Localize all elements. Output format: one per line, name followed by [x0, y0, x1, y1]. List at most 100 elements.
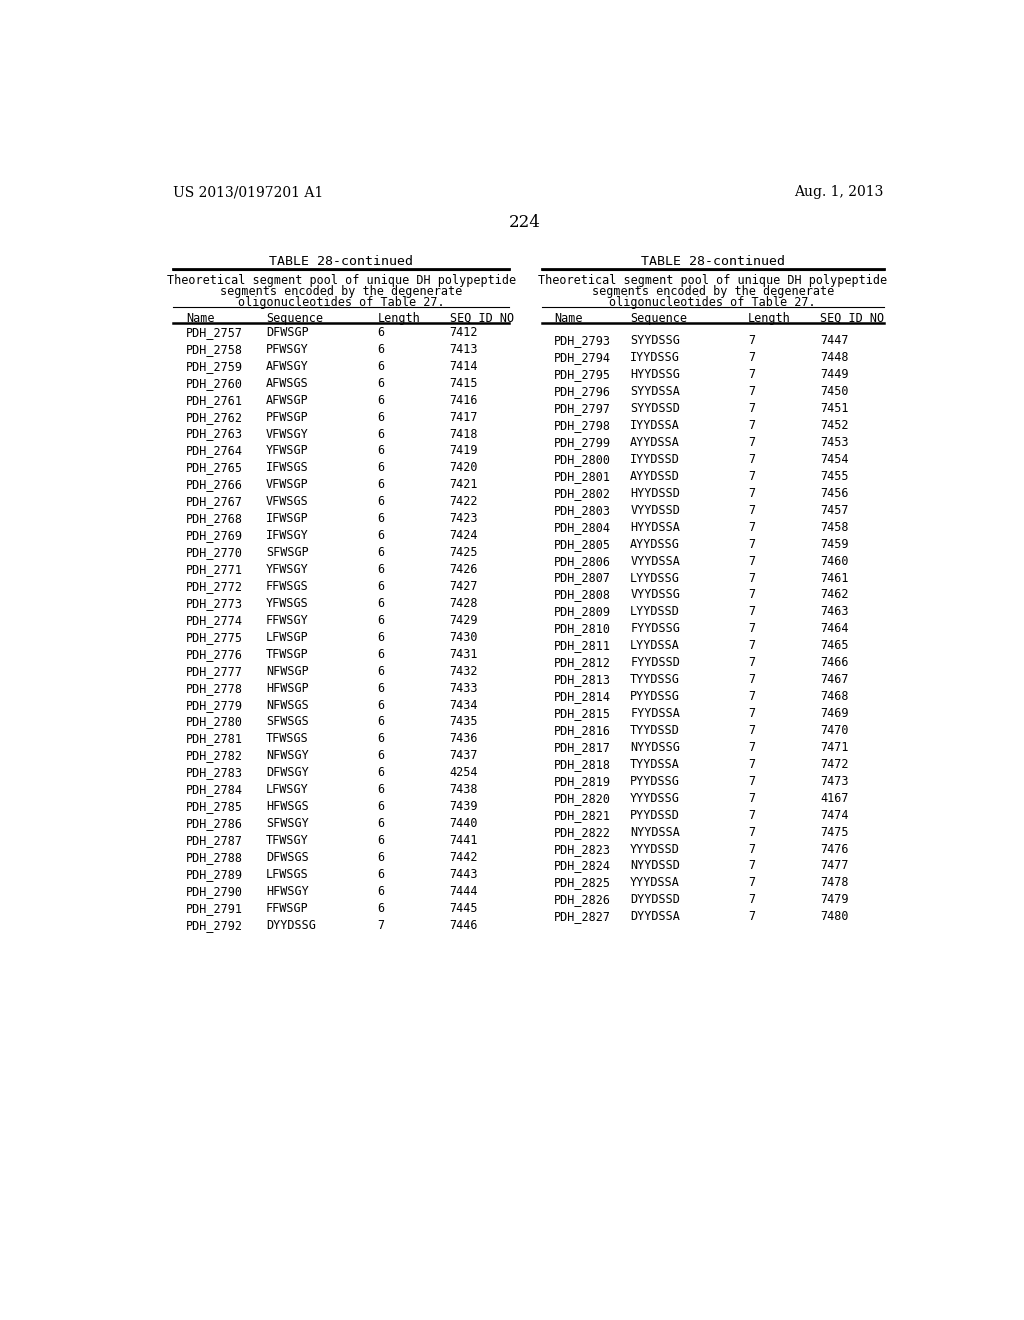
Text: PDH_2779: PDH_2779	[186, 698, 243, 711]
Text: 7476: 7476	[820, 842, 849, 855]
Text: PDH_2802: PDH_2802	[554, 487, 611, 500]
Text: 7: 7	[748, 554, 755, 568]
Text: Aug. 1, 2013: Aug. 1, 2013	[795, 185, 884, 199]
Text: 7: 7	[748, 385, 755, 399]
Text: LFWSGS: LFWSGS	[266, 869, 308, 880]
Text: LFWSGY: LFWSGY	[266, 783, 308, 796]
Text: PDH_2781: PDH_2781	[186, 733, 243, 746]
Text: HFWSGS: HFWSGS	[266, 800, 308, 813]
Text: oligonucleotides of Table 27.: oligonucleotides of Table 27.	[238, 296, 444, 309]
Text: 7450: 7450	[820, 385, 849, 399]
Text: Theoretical segment pool of unique DH polypeptide: Theoretical segment pool of unique DH po…	[539, 275, 888, 288]
Text: 6: 6	[378, 445, 385, 458]
Text: 7471: 7471	[820, 741, 849, 754]
Text: PDH_2766: PDH_2766	[186, 478, 243, 491]
Text: 7447: 7447	[820, 334, 849, 347]
Text: PDH_2763: PDH_2763	[186, 428, 243, 441]
Text: PDH_2798: PDH_2798	[554, 418, 611, 432]
Text: 7446: 7446	[450, 919, 478, 932]
Text: PDH_2809: PDH_2809	[554, 606, 611, 618]
Text: SYYDSSG: SYYDSSG	[630, 334, 680, 347]
Text: PDH_2800: PDH_2800	[554, 453, 611, 466]
Text: 7470: 7470	[820, 723, 849, 737]
Text: FFWSGP: FFWSGP	[266, 902, 308, 915]
Text: PYYDSSG: PYYDSSG	[630, 690, 680, 704]
Text: FFWSGY: FFWSGY	[266, 614, 308, 627]
Text: PDH_2776: PDH_2776	[186, 648, 243, 661]
Text: 7: 7	[748, 876, 755, 890]
Text: 7421: 7421	[450, 478, 478, 491]
Text: 7461: 7461	[820, 572, 849, 585]
Text: 6: 6	[378, 411, 385, 424]
Text: PDH_2791: PDH_2791	[186, 902, 243, 915]
Text: HYYDSSD: HYYDSSD	[630, 487, 680, 500]
Text: 7448: 7448	[820, 351, 849, 364]
Text: 7433: 7433	[450, 681, 478, 694]
Text: YYYDSSG: YYYDSSG	[630, 792, 680, 805]
Text: segments encoded by the degenerate: segments encoded by the degenerate	[592, 285, 834, 298]
Text: PDH_2787: PDH_2787	[186, 834, 243, 847]
Text: PDH_2817: PDH_2817	[554, 741, 611, 754]
Text: PDH_2805: PDH_2805	[554, 537, 611, 550]
Text: 7437: 7437	[450, 750, 478, 763]
Text: 7: 7	[748, 690, 755, 704]
Text: 7438: 7438	[450, 783, 478, 796]
Text: LFWSGP: LFWSGP	[266, 631, 308, 644]
Text: Sequence: Sequence	[266, 312, 323, 325]
Text: PDH_2795: PDH_2795	[554, 368, 611, 381]
Text: PDH_2782: PDH_2782	[186, 750, 243, 763]
Text: AFWSGY: AFWSGY	[266, 360, 308, 372]
Text: PDH_2807: PDH_2807	[554, 572, 611, 585]
Text: PDH_2767: PDH_2767	[186, 495, 243, 508]
Text: PDH_2760: PDH_2760	[186, 376, 243, 389]
Text: 7453: 7453	[820, 436, 849, 449]
Text: 7: 7	[748, 334, 755, 347]
Text: PDH_2770: PDH_2770	[186, 546, 243, 560]
Text: TYYDSSG: TYYDSSG	[630, 673, 680, 686]
Text: 7: 7	[748, 639, 755, 652]
Text: PDH_2823: PDH_2823	[554, 842, 611, 855]
Text: 7454: 7454	[820, 453, 849, 466]
Text: PDH_2804: PDH_2804	[554, 520, 611, 533]
Text: PFWSGP: PFWSGP	[266, 411, 308, 424]
Text: 7: 7	[748, 436, 755, 449]
Text: 6: 6	[378, 376, 385, 389]
Text: 7420: 7420	[450, 462, 478, 474]
Text: YFWSGS: YFWSGS	[266, 597, 308, 610]
Text: 7465: 7465	[820, 639, 849, 652]
Text: PYYDSSD: PYYDSSD	[630, 809, 680, 821]
Text: SEQ ID NO: SEQ ID NO	[820, 312, 884, 325]
Text: 7459: 7459	[820, 537, 849, 550]
Text: PDH_2793: PDH_2793	[554, 334, 611, 347]
Text: PDH_2813: PDH_2813	[554, 673, 611, 686]
Text: PDH_2757: PDH_2757	[186, 326, 243, 339]
Text: PDH_2768: PDH_2768	[186, 512, 243, 525]
Text: PDH_2772: PDH_2772	[186, 579, 243, 593]
Text: 7: 7	[748, 351, 755, 364]
Text: 6: 6	[378, 428, 385, 441]
Text: NYYDSSA: NYYDSSA	[630, 825, 680, 838]
Text: PDH_2784: PDH_2784	[186, 783, 243, 796]
Text: 7435: 7435	[450, 715, 478, 729]
Text: 6: 6	[378, 733, 385, 746]
Text: 7: 7	[748, 606, 755, 618]
Text: 4167: 4167	[820, 792, 849, 805]
Text: 7475: 7475	[820, 825, 849, 838]
Text: 6: 6	[378, 597, 385, 610]
Text: TFWSGP: TFWSGP	[266, 648, 308, 661]
Text: PDH_2786: PDH_2786	[186, 817, 243, 830]
Text: 6: 6	[378, 884, 385, 898]
Text: 7431: 7431	[450, 648, 478, 661]
Text: FYYDSSA: FYYDSSA	[630, 708, 680, 719]
Text: PDH_2799: PDH_2799	[554, 436, 611, 449]
Text: TABLE 28-continued: TABLE 28-continued	[269, 255, 413, 268]
Text: PDH_2785: PDH_2785	[186, 800, 243, 813]
Text: 6: 6	[378, 715, 385, 729]
Text: SYYDSSD: SYYDSSD	[630, 403, 680, 414]
Text: 6: 6	[378, 529, 385, 543]
Text: 7441: 7441	[450, 834, 478, 847]
Text: 7458: 7458	[820, 520, 849, 533]
Text: VYYDSSA: VYYDSSA	[630, 554, 680, 568]
Text: 7: 7	[748, 504, 755, 516]
Text: PDH_2816: PDH_2816	[554, 723, 611, 737]
